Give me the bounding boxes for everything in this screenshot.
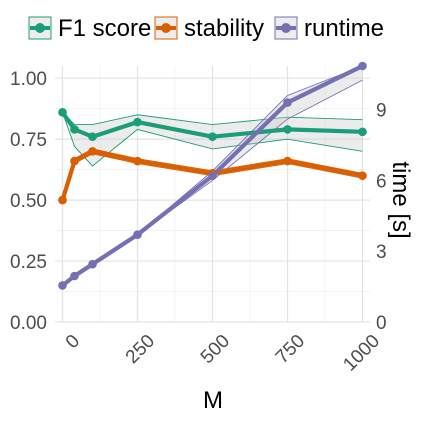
data-point-runtime: [208, 171, 217, 181]
data-point-stability: [133, 156, 142, 166]
y2-tick-label: 3: [376, 242, 387, 263]
y-tick-label: 0.25: [10, 252, 47, 273]
data-point-runtime: [133, 230, 142, 240]
data-point-stability: [88, 147, 97, 156]
data-point-stability: [70, 156, 79, 166]
y-tick-label: 0.50: [10, 191, 47, 212]
legend-item: runtime: [274, 15, 384, 42]
legend-key-point: [161, 23, 171, 33]
series-points: [58, 61, 367, 290]
x-tick-label: 750: [272, 331, 309, 368]
legend-item: F1 score: [28, 15, 151, 42]
data-point-f1-score: [133, 117, 142, 127]
legend-item: stability: [154, 15, 264, 42]
x-tick-label: 500: [197, 331, 234, 368]
legend: F1 score stability runtime: [28, 15, 384, 42]
y2-tick-label: 0: [376, 313, 387, 334]
x-axis-title: M: [203, 387, 223, 414]
data-point-f1-score: [58, 108, 67, 117]
x-tick-label: 0: [62, 331, 84, 353]
data-point-stability: [283, 156, 292, 166]
y2-tick-label: 9: [376, 101, 387, 122]
data-point-f1-score: [283, 125, 292, 134]
y-tick-label: 0.00: [10, 313, 47, 334]
data-point-runtime: [58, 281, 67, 290]
legend-key-point: [35, 23, 45, 33]
x-tick-label: 250: [122, 331, 159, 368]
grid: [55, 66, 370, 323]
legend-key-point: [281, 23, 291, 33]
data-point-stability: [58, 195, 67, 205]
data-point-f1-score: [208, 132, 217, 142]
y2-axis-title: time [s]: [387, 161, 414, 238]
data-point-runtime: [358, 61, 367, 71]
data-point-stability: [358, 171, 367, 181]
data-point-runtime: [70, 271, 79, 281]
x-tick-label: 1000: [339, 331, 384, 376]
data-point-f1-score: [70, 125, 79, 134]
y2-tick-label: 6: [376, 171, 387, 192]
data-point-f1-score: [358, 127, 367, 137]
band-upper-0: [62, 112, 363, 125]
legend-label: runtime: [304, 15, 384, 42]
data-point-f1-score: [88, 132, 97, 142]
y-tick-label: 1.00: [10, 69, 47, 90]
legend-label: F1 score: [58, 15, 151, 42]
legend-label: stability: [184, 15, 264, 42]
data-point-runtime: [88, 259, 97, 269]
y-tick-label: 0.75: [10, 130, 47, 151]
data-point-runtime: [283, 98, 292, 107]
band-lower-0: [62, 112, 363, 167]
